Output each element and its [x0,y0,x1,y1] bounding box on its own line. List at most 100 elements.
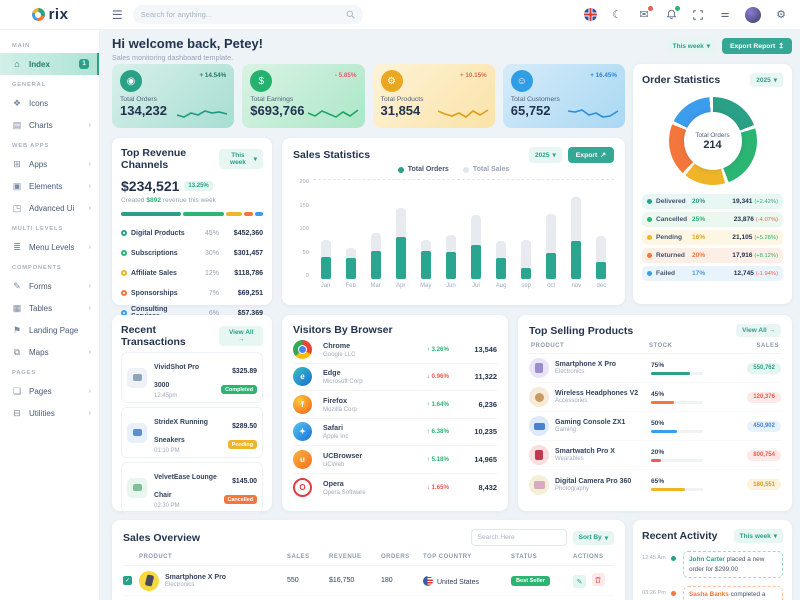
legend-row-pending: Pending 16% 21,105 (+5.28%) [642,230,783,245]
y-tick: 100 [299,226,309,232]
upload-icon: ↥ [778,43,784,50]
sidebar-item-utilities[interactable]: ⊟ Utilities › [13,407,91,418]
sidebar-item-elements[interactable]: ▣ Elements › [12,180,91,191]
chevron-right-icon: › [88,160,91,168]
column-status: STATUS [511,554,538,560]
view-all-link[interactable]: View All → [736,324,781,337]
sidebar-item-forms[interactable]: ✎ Forms › [13,280,91,291]
view-all-link[interactable]: View All → [219,326,263,346]
chair-product-icon [127,477,147,498]
transaction-row[interactable]: StrideX Running Sneakers 01:10 PM $289.50… [121,407,263,458]
delete-button[interactable] [591,573,605,586]
language-flag-icon[interactable] [583,8,597,22]
bar-Feb [342,247,360,279]
firefox-icon: f [293,394,312,414]
row-checkbox[interactable]: ✓ [123,576,132,585]
grid-menu-icon[interactable] [718,8,732,22]
stat-card-total-customers[interactable]: ☺ + 16.45% Total Customers 65,752 [502,64,625,128]
messages-icon[interactable]: ✉ [637,5,653,22]
period-dropdown[interactable]: This week ▾ [666,38,716,54]
browser-row[interactable]: f Firefox Mozilla Corp ↑ 1.64% 6,236 [293,391,497,419]
browser-row[interactable]: e Edge Microsoft Corp ↓ 0.96% 11,322 [293,364,497,391]
stat-cards: ◉ + 14.54% Total Orders 134,232 $ - 5.85… [112,64,625,128]
sidebar-item-menu-levels[interactable]: ≣ Menu Levels › [13,241,91,252]
column-sales: SALES [756,343,779,349]
sidebar-item-charts[interactable]: ▤ Charts › [12,119,91,130]
browser-row[interactable]: O Opera Opera Software ↓ 1.65% 8,432 [293,474,497,502]
search-input[interactable] [140,10,340,19]
panel-order-statistics: Order Statistics 2025 ▾ Total Orders 214 … [633,64,792,304]
chevron-down-icon: ▾ [253,156,257,163]
export-button[interactable]: Export ↗ [567,147,614,163]
welcome-block: Hi welcome back, Petey! Sales monitoring… [112,36,263,62]
logo-text: rix [48,6,69,23]
sales-legend-dot [462,166,469,173]
sparkline [307,109,358,118]
notifications-bell-icon[interactable] [664,5,680,22]
edit-button[interactable]: ✎ [573,575,586,588]
fullscreen-icon[interactable] [691,8,705,22]
channel-row: Sponsorships 7% $69,251 [121,283,263,303]
product-row[interactable]: Digital Camera Pro 360 Photography 65% 18… [529,470,781,499]
sort-by-dropdown[interactable]: Sort By ▾ [572,530,614,545]
sidebar-item-pages[interactable]: ❏ Pages › [12,385,91,396]
sparkline [567,109,619,118]
table-row[interactable]: ✓ Smartphone X Pro Electronics 550 $16,75… [123,566,614,596]
dark-mode-moon-icon[interactable]: ☾ [612,9,622,21]
products-icon: ⚙ [380,70,403,92]
sidebar-item-advanced-ui[interactable]: ◳ Advanced Ui › [12,202,91,213]
sidebar-item-apps[interactable]: ⊞ Apps › [13,158,91,169]
period-dropdown[interactable]: This week ▾ [219,149,263,169]
channel-row: Digital Products 45% $452,360 [121,223,263,243]
logo[interactable]: rix [0,6,100,23]
x-tick: Jan [320,283,331,289]
charts-icon: ▤ [12,119,22,130]
transaction-row[interactable]: VelvetEase Lounge Chair 02:30 PM $145.00 C… [121,462,263,513]
period-dropdown[interactable]: This week ▾ [733,529,783,543]
user-avatar[interactable] [745,6,761,23]
orders-legend-dot [397,166,404,173]
bar-oct [542,214,560,279]
sidebar-section-webapps: WEB APPS [12,143,50,149]
x-tick: dec [596,283,607,289]
panel-title: Sales Overview [123,531,201,544]
index-badge: 1 [79,59,89,69]
chevron-down-icon: ▾ [773,533,777,540]
browser-row[interactable]: Chrome Google LLC ↑ 3.26% 13,546 [293,336,497,364]
sidebar-item-index[interactable]: ⌂ Index 1 [0,53,99,75]
export-report-button[interactable]: Export Report ↥ [721,38,792,54]
sidebar-item-landing-page[interactable]: ⚑ Landing Page [12,324,79,335]
product-row[interactable]: Gaming Console ZX1 Gaming 50% 450,902 [529,412,781,441]
bars-area [313,179,614,279]
activity-dot [671,591,676,597]
y-tick: 200 [299,179,309,185]
sidebar-item-maps[interactable]: ⧉ Maps › [13,346,91,357]
browser-row[interactable]: ✦ Safari Apple Inc ↑ 6.38% 10,235 [293,419,497,446]
product-row[interactable]: Smartwatch Pro X Wearables 20% 800,754 [529,441,781,470]
settings-gear-icon[interactable]: ⚙ [776,9,786,21]
stat-card-total-products[interactable]: ⚙ + 10.15% Total Products 31,854 [372,64,495,128]
legend-row-cancelled: Cancelled 25% 23,876 (-4.07%) [642,212,783,227]
stat-card-total-orders[interactable]: ◉ + 14.54% Total Orders 134,232 [112,64,235,128]
sidebar-item-icons[interactable]: ❖ Icons [12,97,49,108]
year-dropdown[interactable]: 2025 ▾ [750,73,783,87]
year-dropdown[interactable]: 2025 ▾ [529,147,562,163]
y-axis-ticks: 200 150 100 50 0 [293,179,313,279]
chevron-right-icon: › [88,304,91,312]
chevron-down-icon: ▾ [552,152,556,159]
customers-icon: ☺ [510,70,533,92]
bar-Aug [492,241,510,279]
global-search[interactable] [132,5,363,24]
stat-card-total-earnings[interactable]: $ - 5.85% Total Earnings $693,766 [242,64,365,128]
product-row[interactable]: Smartphone X Pro Electronics 75% 550,762 [529,354,781,383]
ucbrowser-icon: u [293,449,312,469]
sales-badge: 800,754 [747,449,781,461]
transaction-row[interactable]: VividShot Pro 3000 12:45pm $325.89 Complet… [121,352,263,403]
sidebar-item-tables[interactable]: ▦ Tables › [12,302,91,313]
chevron-right-icon: › [88,387,91,395]
hamburger-icon[interactable]: ☰ [112,7,123,22]
product-row[interactable]: Wireless Headphones V2 Accessories 45% 12… [529,383,781,412]
browser-row[interactable]: u UCBrowser UCWeb ↑ 5.18% 14,965 [293,446,497,474]
table-search-input[interactable] [470,529,567,546]
